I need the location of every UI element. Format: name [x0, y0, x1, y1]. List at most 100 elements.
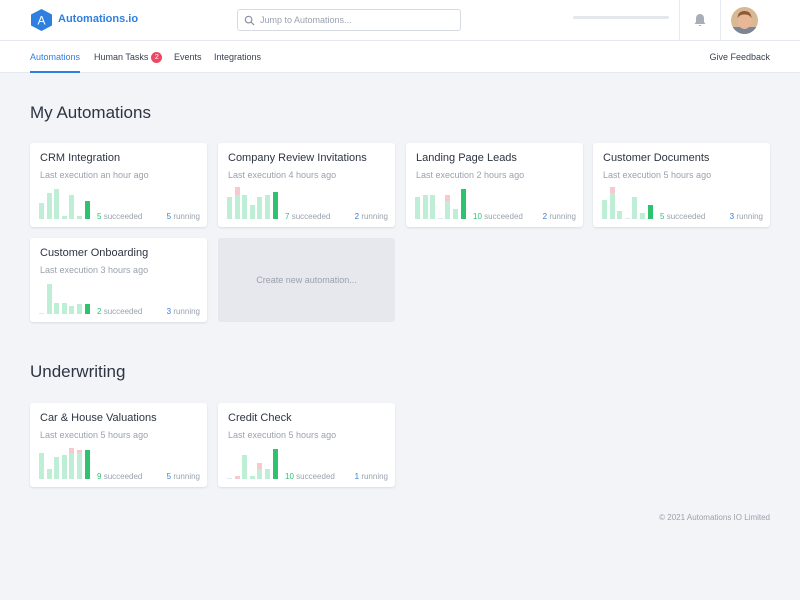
- running-value: 5: [166, 472, 172, 481]
- chart-bar: [54, 303, 60, 314]
- svg-text:A: A: [37, 14, 45, 28]
- bar-failure-segment: [609, 187, 615, 193]
- bar-success-segment: [61, 455, 67, 479]
- bar-success-segment: [77, 304, 82, 314]
- execution-chart: [227, 187, 281, 219]
- bar-failure-segment: [69, 448, 75, 453]
- chart-bar: [39, 203, 44, 219]
- automation-card[interactable]: Credit Check Last execution 5 hours ago …: [218, 403, 395, 487]
- bell-icon[interactable]: [693, 13, 707, 28]
- create-automation-button[interactable]: Create new automation...: [218, 238, 395, 322]
- automation-card[interactable]: Customer Onboarding Last execution 3 hou…: [30, 238, 207, 322]
- running-count: 3 running: [167, 307, 200, 316]
- automation-card[interactable]: Landing Page Leads Last execution 2 hour…: [406, 143, 583, 227]
- chart-bar: [46, 284, 52, 314]
- succeeded-value: 2: [97, 307, 102, 316]
- execution-chart: [39, 447, 93, 479]
- running-label: running: [736, 212, 763, 221]
- succeeded-count: 5 succeeded: [97, 212, 142, 221]
- bar-success-segment: [39, 453, 44, 479]
- automation-name: Credit Check: [228, 412, 292, 424]
- automation-name: Customer Onboarding: [40, 247, 149, 259]
- chart-bar: [61, 216, 67, 219]
- chart-bar: [46, 469, 52, 479]
- chart-bar: [632, 197, 638, 219]
- divider: [679, 0, 680, 41]
- automation-card[interactable]: Car & House Valuations Last execution 5 …: [30, 403, 207, 487]
- running-value: 2: [542, 212, 548, 221]
- chart-bar: [415, 197, 420, 219]
- give-feedback-link[interactable]: Give Feedback: [709, 52, 770, 62]
- automation-name: CRM Integration: [40, 152, 121, 164]
- avatar[interactable]: [731, 7, 758, 34]
- bar-success-segment: [430, 195, 436, 219]
- automation-card[interactable]: Company Review Invitations Last executio…: [218, 143, 395, 227]
- app-title[interactable]: Automations.io: [58, 13, 139, 25]
- chart-bar: [84, 304, 90, 314]
- section-title: Underwriting: [30, 362, 126, 381]
- tab-integrations[interactable]: Integrations: [214, 41, 261, 73]
- bar-success-segment: [640, 213, 645, 219]
- bar-success-segment: [272, 449, 278, 479]
- bar-success-segment: [632, 197, 638, 219]
- chart-bar: [54, 457, 60, 479]
- last-execution: Last execution 2 hours ago: [416, 170, 525, 180]
- bar-success-segment: [69, 306, 75, 314]
- running-label: running: [173, 307, 200, 316]
- bar-success-segment: [265, 195, 270, 219]
- bar-success-segment: [272, 192, 278, 219]
- chart-bar: [61, 303, 67, 314]
- bar-success-segment: [84, 304, 90, 314]
- footer-copyright: © 2021 Automations IO Limited: [659, 513, 770, 522]
- bar-success-segment: [249, 205, 255, 219]
- automation-name: Company Review Invitations: [228, 152, 367, 164]
- chart-bar: [430, 195, 436, 219]
- running-count: 3 running: [730, 212, 763, 221]
- running-label: running: [361, 212, 388, 221]
- running-count: 5 running: [167, 212, 200, 221]
- bar-success-segment: [61, 216, 67, 219]
- tab-label: Automations: [30, 52, 81, 62]
- tab-human-tasks[interactable]: Human Tasks 2: [94, 41, 163, 73]
- chart-bar: [265, 469, 270, 479]
- chart-bar: [242, 455, 248, 479]
- search-icon: [244, 15, 255, 26]
- bar-success-segment: [602, 200, 607, 219]
- search-box[interactable]: [237, 9, 461, 31]
- running-value: 3: [166, 307, 172, 316]
- succeeded-value: 5: [660, 212, 665, 221]
- search-input[interactable]: [260, 15, 450, 25]
- divider: [720, 0, 721, 41]
- logo-icon[interactable]: A: [31, 9, 52, 31]
- bar-success-segment: [609, 193, 615, 219]
- bar-success-segment: [415, 197, 420, 219]
- bar-failure-segment: [77, 450, 82, 453]
- tab-events[interactable]: Events: [174, 41, 202, 73]
- succeeded-label: succeeded: [296, 472, 335, 481]
- execution-chart: [602, 187, 656, 219]
- last-execution: Last execution 5 hours ago: [603, 170, 712, 180]
- execution-chart: [227, 447, 281, 479]
- bar-success-segment: [46, 193, 52, 219]
- running-count: 1 running: [355, 472, 388, 481]
- tab-automations[interactable]: Automations: [30, 41, 81, 73]
- last-execution: Last execution 5 hours ago: [228, 430, 337, 440]
- chart-bar: [39, 453, 44, 479]
- succeeded-label: succeeded: [103, 472, 143, 481]
- bar-success-segment: [77, 453, 82, 479]
- automation-name: Customer Documents: [603, 152, 710, 164]
- bar-failure-segment: [234, 187, 240, 195]
- automation-card[interactable]: CRM Integration Last execution an hour a…: [30, 143, 207, 227]
- automation-name: Landing Page Leads: [416, 152, 517, 164]
- automation-card[interactable]: Customer Documents Last execution 5 hour…: [593, 143, 770, 227]
- bar-success-segment: [445, 201, 451, 219]
- succeeded-label: succeeded: [666, 212, 706, 221]
- succeeded-value: 7: [285, 212, 290, 221]
- succeeded-value: 10: [285, 472, 294, 481]
- succeeded-label: succeeded: [103, 212, 143, 221]
- main-nav: Automations Human Tasks 2 Events Integrat…: [0, 41, 800, 73]
- succeeded-count: 10 succeeded: [285, 472, 335, 481]
- tab-label: Human Tasks: [94, 52, 149, 62]
- bar-success-segment: [257, 469, 263, 479]
- bar-failure-segment: [257, 463, 263, 469]
